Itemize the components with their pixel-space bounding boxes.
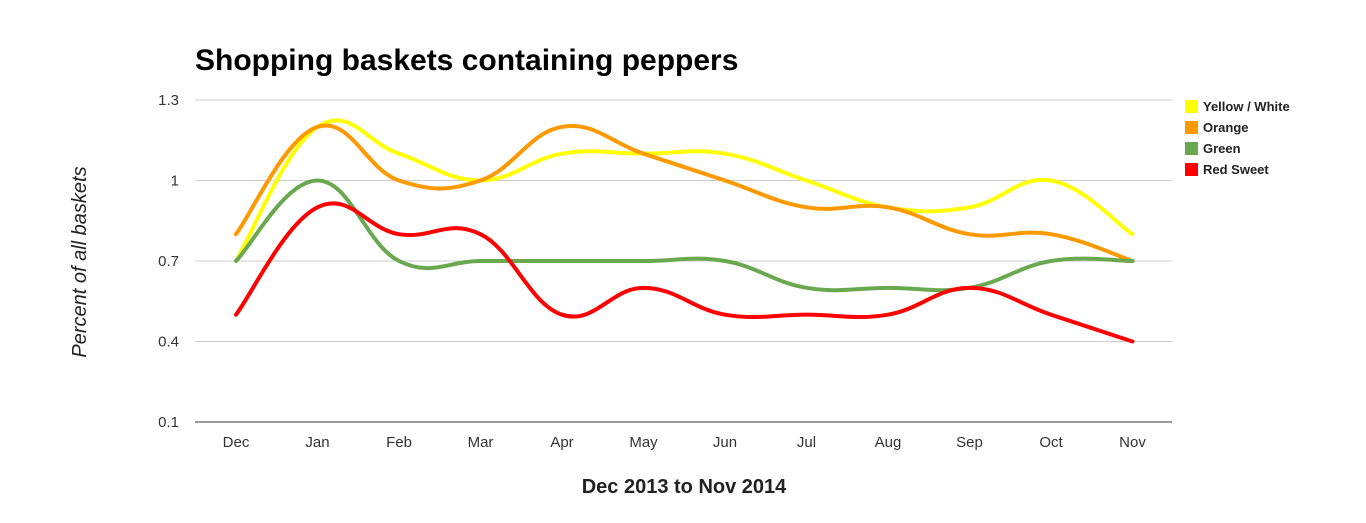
x-tick-label: Mar	[468, 434, 494, 451]
y-tick-label: 1.3	[158, 92, 179, 109]
x-axis-ticks: Dec Jan Feb Mar Apr May Jun Jul Aug Sep Oct Nov	[223, 434, 1147, 451]
y-axis-label: Percent of all baskets	[69, 166, 91, 357]
x-tick-label: Oct	[1039, 434, 1063, 451]
series-line-red-sweet	[234, 201, 1135, 344]
x-tick-label: Apr	[550, 434, 573, 451]
y-tick-label: 1	[171, 173, 179, 190]
x-tick-label: Aug	[875, 434, 902, 451]
series-lines	[234, 118, 1135, 344]
series-line-orange	[234, 123, 1135, 263]
legend: Yellow / White Orange Green Red Sweet	[1185, 99, 1290, 177]
x-axis-label: Dec 2013 to Nov 2014	[582, 476, 787, 498]
x-tick-label: Jan	[305, 434, 329, 451]
x-tick-label: Dec	[223, 434, 250, 451]
chart-title: Shopping baskets containing peppers	[195, 44, 738, 77]
legend-label-red-sweet: Red Sweet	[1203, 162, 1269, 177]
y-tick-label: 0.4	[158, 334, 179, 351]
legend-label-orange: Orange	[1203, 120, 1249, 135]
x-tick-label: Nov	[1119, 434, 1146, 451]
legend-label-green: Green	[1203, 141, 1241, 156]
y-axis-ticks: 0.1 0.4 0.7 1 1.3	[158, 92, 179, 431]
legend-swatch-yellow-white	[1185, 100, 1198, 113]
legend-label-yellow-white: Yellow / White	[1203, 99, 1290, 114]
x-tick-label: May	[629, 434, 658, 451]
y-tick-label: 0.1	[158, 414, 179, 431]
x-tick-label: Jun	[713, 434, 737, 451]
x-tick-label: Feb	[386, 434, 412, 451]
legend-swatch-green	[1185, 142, 1198, 155]
y-tick-label: 0.7	[158, 253, 179, 270]
legend-swatch-red-sweet	[1185, 163, 1198, 176]
x-tick-label: Jul	[797, 434, 816, 451]
x-tick-label: Sep	[956, 434, 983, 451]
legend-swatch-orange	[1185, 121, 1198, 134]
series-line-yellow-white	[234, 118, 1135, 263]
